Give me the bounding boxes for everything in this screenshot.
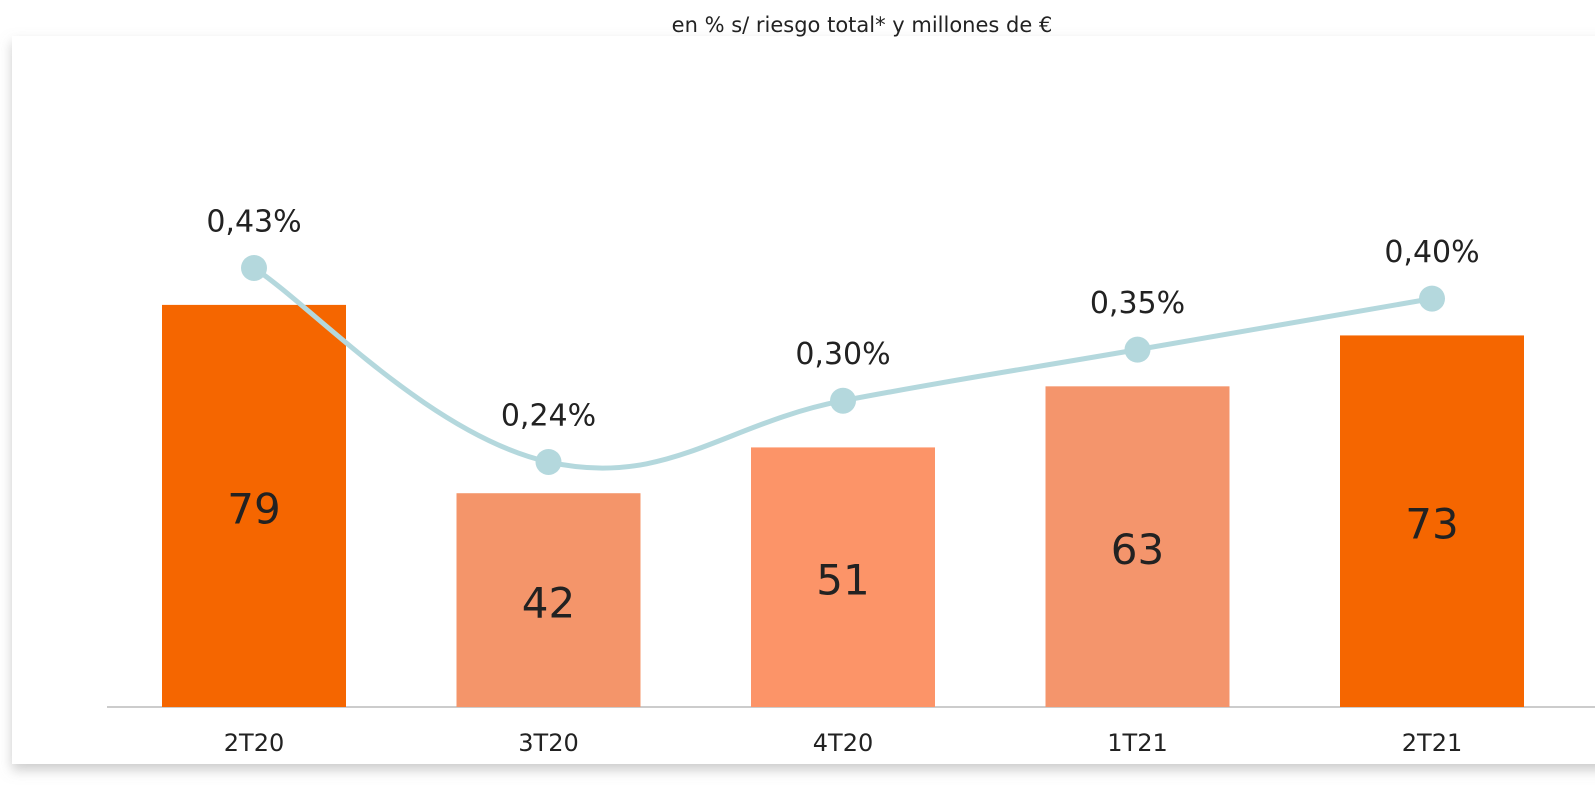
line-value-label: 0,30% bbox=[795, 337, 890, 372]
bar bbox=[1340, 335, 1524, 707]
bar-value-label: 63 bbox=[1111, 525, 1164, 574]
line-value-label: 0,40% bbox=[1384, 235, 1479, 270]
x-tick-label: 2T21 bbox=[1402, 729, 1462, 757]
line-point bbox=[1419, 285, 1445, 312]
bar-value-label: 73 bbox=[1405, 500, 1458, 549]
line-value-label: 0,24% bbox=[501, 398, 596, 433]
bar bbox=[162, 304, 346, 707]
line-point bbox=[535, 448, 562, 475]
x-tick-label: 4T20 bbox=[813, 729, 873, 757]
line-point bbox=[241, 254, 267, 281]
x-tick-label: 2T20 bbox=[224, 729, 284, 757]
bar bbox=[456, 493, 641, 707]
bar-value-label: 42 bbox=[522, 579, 575, 628]
line-point bbox=[1124, 336, 1151, 363]
chart-subtitle: en % s/ riesgo total* y millones de € bbox=[672, 13, 1053, 37]
x-tick-label: 1T21 bbox=[1107, 729, 1167, 757]
bar bbox=[751, 447, 935, 707]
bar-value-label: 51 bbox=[816, 556, 869, 605]
line-value-label: 0,35% bbox=[1090, 286, 1185, 321]
bar bbox=[1045, 386, 1230, 707]
x-tick-label: 3T20 bbox=[518, 729, 578, 757]
line-point bbox=[830, 387, 856, 414]
bar-value-label: 79 bbox=[227, 484, 280, 533]
line-value-label: 0,43% bbox=[206, 204, 301, 239]
